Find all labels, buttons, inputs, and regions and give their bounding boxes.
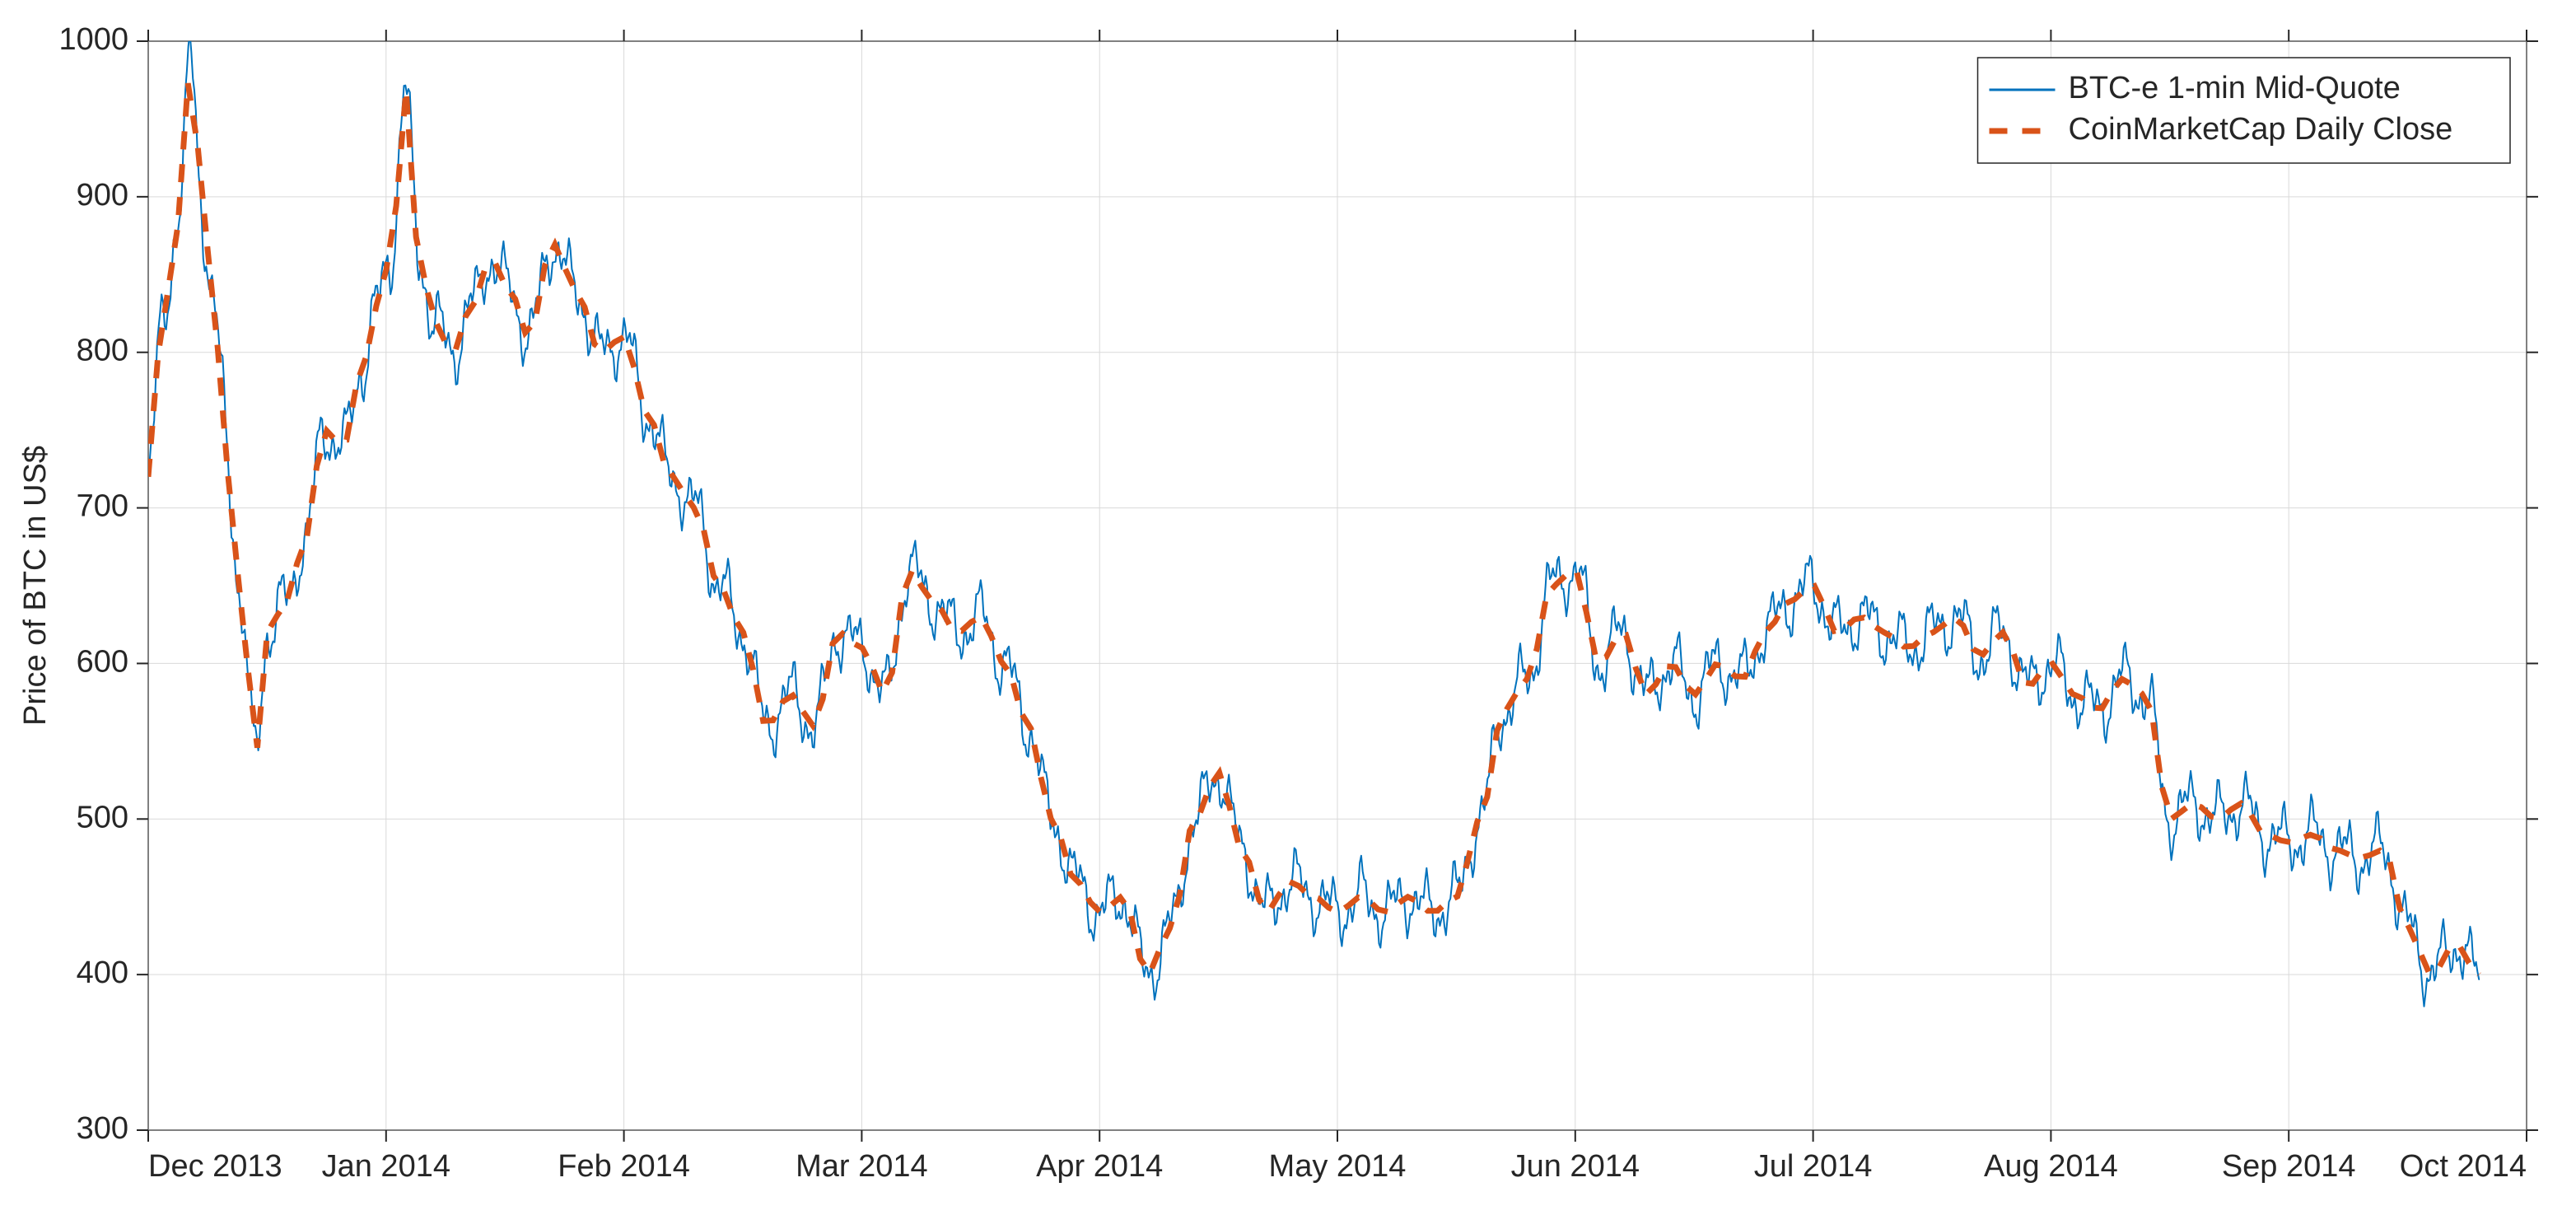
btc-price-chart: 300 400 500 600 700 800 900 1000 Dec 2013 Jan 201… bbox=[0, 0, 2576, 1229]
x-tick-label: Apr 2014 bbox=[1036, 1149, 1163, 1184]
legend-label: BTC-e 1-min Mid-Quote bbox=[2069, 71, 2401, 105]
legend: BTC-e 1-min Mid-Quote CoinMarketCap Daily… bbox=[1978, 58, 2511, 163]
x-tick-label: Sep 2014 bbox=[2222, 1149, 2356, 1184]
x-tick-label: Dec 2013 bbox=[148, 1149, 282, 1184]
y-axis-label: Price of BTC in US$ bbox=[18, 446, 53, 726]
y-tick-label: 600 bbox=[77, 644, 128, 679]
x-tick-label: May 2014 bbox=[1269, 1149, 1407, 1184]
y-tick-label: 1000 bbox=[58, 22, 128, 57]
y-tick-label: 700 bbox=[77, 489, 128, 524]
y-tick-label: 800 bbox=[77, 334, 128, 368]
y-tick-label: 300 bbox=[77, 1111, 128, 1146]
x-tick-label: Oct 2014 bbox=[2400, 1149, 2527, 1184]
x-tick-label: Mar 2014 bbox=[796, 1149, 928, 1184]
chart-svg: 300 400 500 600 700 800 900 1000 Dec 2013 Jan 201… bbox=[0, 0, 2576, 1229]
y-tick-label: 900 bbox=[77, 178, 128, 213]
x-tick-label: Aug 2014 bbox=[1984, 1149, 2118, 1184]
y-tick-label: 500 bbox=[77, 800, 128, 834]
x-tick-label: Jun 2014 bbox=[1511, 1149, 1640, 1184]
legend-label: CoinMarketCap Daily Close bbox=[2069, 112, 2453, 147]
y-tick-label: 400 bbox=[77, 956, 128, 990]
x-tick-label: Feb 2014 bbox=[558, 1149, 690, 1184]
x-tick-label: Jan 2014 bbox=[322, 1149, 450, 1184]
x-tick-label: Jul 2014 bbox=[1754, 1149, 1873, 1184]
